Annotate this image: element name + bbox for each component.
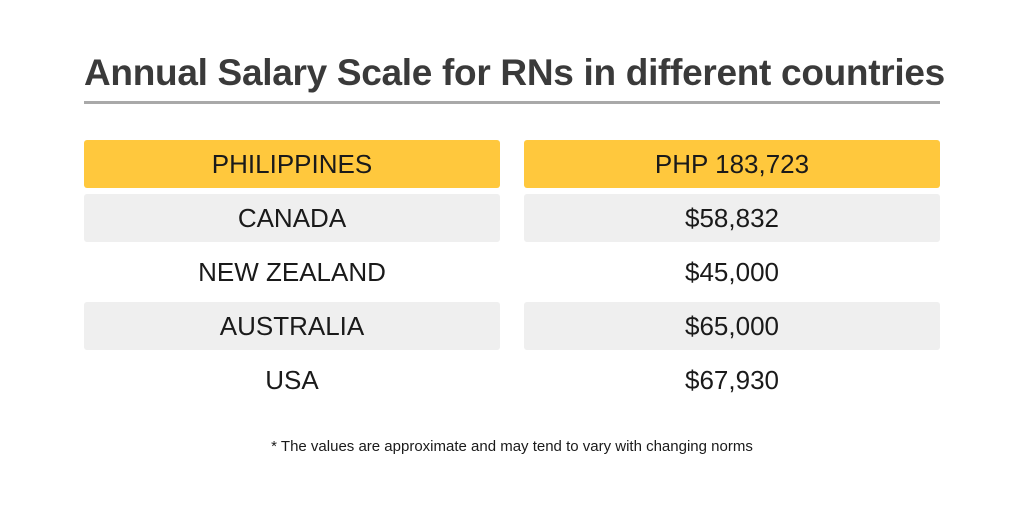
footnote: * The values are approximate and may ten… bbox=[271, 438, 753, 455]
salary-cell: $65,000 bbox=[524, 302, 940, 350]
salary-cell: $45,000 bbox=[685, 256, 779, 287]
country-cell: PHILIPPINES bbox=[84, 140, 500, 188]
country-cell: USA bbox=[265, 364, 319, 395]
salary-cell: PHP 183,723 bbox=[524, 140, 940, 188]
table-row: CANADA $58,832 bbox=[84, 194, 940, 242]
country-cell: AUSTRALIA bbox=[84, 302, 500, 350]
table-row: AUSTRALIA $65,000 bbox=[84, 302, 940, 350]
salary-cell: $58,832 bbox=[524, 194, 940, 242]
country-cell: NEW ZEALAND bbox=[198, 256, 386, 287]
table-row-header: PHILIPPINES PHP 183,723 bbox=[84, 140, 940, 188]
salary-cell: $67,930 bbox=[685, 364, 779, 395]
salary-table: PHILIPPINES PHP 183,723 CANADA $58,832 N… bbox=[84, 140, 940, 410]
country-cell: CANADA bbox=[84, 194, 500, 242]
table-row: USA $67,930 bbox=[84, 356, 940, 404]
table-row: NEW ZEALAND $45,000 bbox=[84, 248, 940, 296]
page-title: Annual Salary Scale for RNs in different… bbox=[84, 52, 945, 93]
title-divider bbox=[84, 101, 940, 104]
